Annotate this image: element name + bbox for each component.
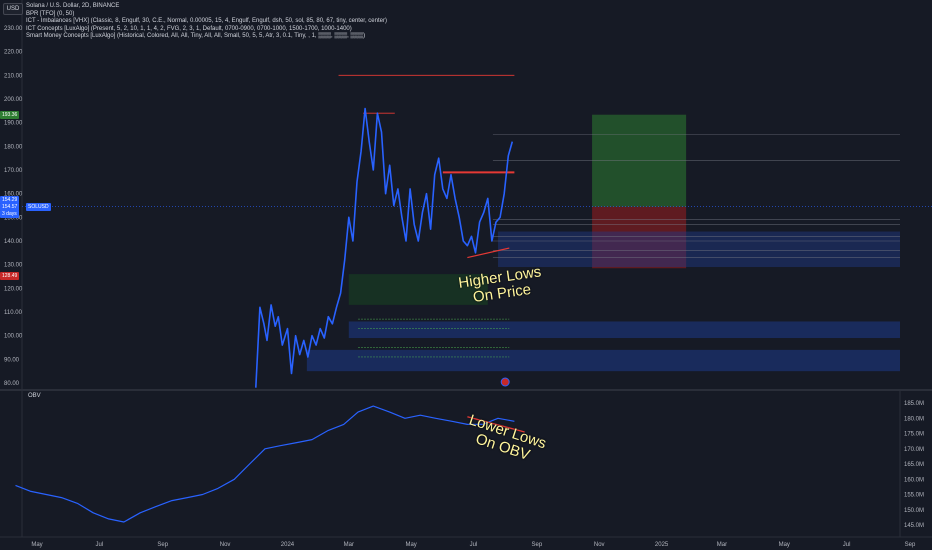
time-tick-label: 2025 xyxy=(655,542,669,548)
obv-tick-label: 155.0M xyxy=(904,493,924,499)
indicator-imbalances[interactable]: ICT - Imbalances [VHX] (Classic, 8, Engu… xyxy=(26,18,387,25)
symbol-badge: SOLUSD xyxy=(26,203,51,211)
price-tick-label: 190.00 xyxy=(4,121,23,127)
obv-tick-label: 180.0M xyxy=(904,416,924,422)
obv-tick-label: 170.0M xyxy=(904,447,924,453)
price-tick-label: 220.00 xyxy=(4,50,23,56)
obv-series-line xyxy=(15,405,515,523)
obv-tick-label: 160.0M xyxy=(904,477,924,483)
fvg-zone-mid xyxy=(348,321,900,339)
price-tick-label: 120.00 xyxy=(4,286,23,292)
time-tick-label: Sep xyxy=(905,542,916,548)
obv-tick-label: 145.0M xyxy=(904,523,924,529)
last-price-badge: 154.57 xyxy=(0,203,20,211)
obv-tick-label: 165.0M xyxy=(904,462,924,468)
indicator-ict-concepts[interactable]: ICT Concepts [LuxAlgo] (Present, 5, 2, 1… xyxy=(26,25,352,32)
countdown-badge: 3 days xyxy=(0,210,19,218)
time-tick-label: Mar xyxy=(717,542,727,548)
time-tick-label: Sep xyxy=(532,542,543,548)
time-tick-label: Mar xyxy=(344,542,354,548)
currency-button[interactable]: USD xyxy=(3,3,23,15)
price-tick-label: 200.00 xyxy=(4,97,23,103)
obv-tick-label: 150.0M xyxy=(904,508,924,514)
price-tick-label: 210.00 xyxy=(4,73,23,79)
price-series-line xyxy=(255,107,514,388)
time-tick-label: Jul xyxy=(843,542,851,548)
price-tick-label: 80.00 xyxy=(4,381,20,387)
indicator-bpr[interactable]: BPR [TFO] (0, 50) xyxy=(26,10,75,17)
time-tick-label: May xyxy=(779,542,790,548)
time-tick-label: Nov xyxy=(220,542,231,548)
fvg-zone-low xyxy=(306,349,900,372)
obv-pane-label: OBV xyxy=(28,393,41,399)
price-tick-label: 90.00 xyxy=(4,357,20,363)
event-marker-icon xyxy=(500,377,510,387)
price-tick-label: 130.00 xyxy=(4,263,23,269)
upper-level-badge: 193.36 xyxy=(0,111,20,119)
chart-legend: Solana / U.S. Dollar, 2D, BINANCE BPR [T… xyxy=(26,3,387,41)
price-tick-label: 150.00 xyxy=(4,215,23,221)
time-tick-label: May xyxy=(31,542,42,548)
time-tick-label: Jul xyxy=(470,542,478,548)
symbol-title[interactable]: Solana / U.S. Dollar, 2D, BINANCE xyxy=(26,3,120,9)
loss-zone xyxy=(592,206,687,269)
obv-tick-label: 185.0M xyxy=(904,401,924,407)
price-tick-label: 230.00 xyxy=(4,26,23,32)
time-tick-label: Nov xyxy=(594,542,605,548)
time-tick-label: Jul xyxy=(96,542,104,548)
obv-tick-label: 175.0M xyxy=(904,432,924,438)
price-tick-label: 110.00 xyxy=(4,310,23,316)
fvg-zone-upper xyxy=(498,231,900,268)
lower-level-badge: 128.49 xyxy=(0,272,20,280)
lower-lows-trendline xyxy=(467,416,525,433)
demand-zone xyxy=(348,274,488,305)
price-tick-label: 180.00 xyxy=(4,144,23,150)
time-tick-label: Sep xyxy=(157,542,168,548)
price-alt-badge: 154.29 xyxy=(0,196,20,204)
price-tick-label: 100.00 xyxy=(4,334,23,340)
higher-lows-trendline xyxy=(467,247,510,259)
price-tick-label: 170.00 xyxy=(4,168,23,174)
price-tick-label: 160.00 xyxy=(4,192,23,198)
time-tick-label: 2024 xyxy=(281,542,295,548)
time-tick-label: May xyxy=(405,542,416,548)
price-tick-label: 140.00 xyxy=(4,239,23,245)
indicator-smc[interactable]: Smart Money Concepts [LuxAlgo] (Historic… xyxy=(26,33,366,40)
